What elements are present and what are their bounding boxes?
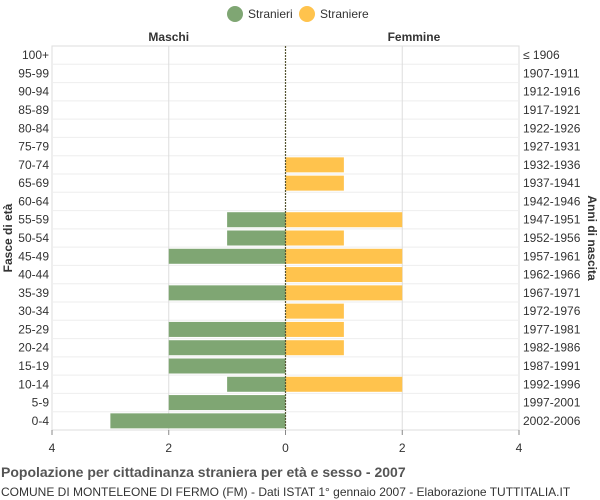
chart-title: Popolazione per cittadinanza straniera p… xyxy=(1,464,406,480)
birth-year-label: 2002-2006 xyxy=(523,414,581,428)
bar-straniere xyxy=(285,157,344,173)
age-group-label: 75-79 xyxy=(18,140,49,154)
age-group-label: 35-39 xyxy=(18,286,49,300)
birth-year-label: 1987-1991 xyxy=(523,359,581,373)
bar-straniere xyxy=(285,230,344,246)
legend-swatch-stranieri xyxy=(227,6,243,22)
birth-year-label: 1927-1931 xyxy=(523,140,581,154)
bar-stranieri xyxy=(168,248,286,264)
birth-year-label: 1992-1996 xyxy=(523,377,581,391)
age-group-label: 0-4 xyxy=(32,414,50,428)
birth-year-label: 1977-1981 xyxy=(523,322,581,336)
age-group-label: 55-59 xyxy=(18,213,49,227)
age-group-label: 90-94 xyxy=(18,85,49,99)
birth-year-label: 1957-1961 xyxy=(523,249,581,263)
birth-year-label: 1907-1911 xyxy=(523,66,580,80)
x-tick-label: 4 xyxy=(516,441,523,455)
age-group-label: 10-14 xyxy=(18,377,49,391)
age-group-label: 80-84 xyxy=(18,121,49,135)
legend-item-stranieri: Stranieri xyxy=(227,6,293,22)
bar-straniere xyxy=(285,267,403,283)
legend-label-stranieri: Stranieri xyxy=(248,7,293,21)
right-header-femmine: Femmine xyxy=(388,30,441,44)
left-header-maschi: Maschi xyxy=(148,30,189,44)
legend: Stranieri Straniere xyxy=(0,6,600,26)
bar-straniere xyxy=(285,212,403,228)
age-group-label: 50-54 xyxy=(18,231,49,245)
bar-stranieri xyxy=(168,395,286,411)
x-tick-label: 4 xyxy=(49,441,56,455)
age-group-label: 70-74 xyxy=(18,158,49,172)
bar-straniere xyxy=(285,321,344,337)
legend-label-straniere: Straniere xyxy=(320,7,369,21)
legend-item-straniere: Straniere xyxy=(299,6,369,22)
age-group-label: 100+ xyxy=(22,48,49,62)
y-axis-label-right: Anni di nascita xyxy=(585,195,599,281)
bar-stranieri xyxy=(168,358,286,374)
bar-stranieri xyxy=(168,340,286,356)
age-group-label: 60-64 xyxy=(18,194,49,208)
bar-straniere xyxy=(285,303,344,319)
birth-year-label: ≤ 1906 xyxy=(523,48,560,62)
bar-straniere xyxy=(285,248,403,264)
age-group-label: 30-34 xyxy=(18,304,49,318)
birth-year-label: 1962-1966 xyxy=(523,268,581,282)
birth-year-label: 1942-1946 xyxy=(523,194,581,208)
birth-year-label: 1917-1921 xyxy=(523,103,581,117)
bar-stranieri xyxy=(168,285,286,301)
age-group-label: 40-44 xyxy=(18,268,49,282)
bar-straniere xyxy=(285,175,344,191)
y-axis-label-left: Fasce di età xyxy=(1,203,15,272)
bar-straniere xyxy=(285,340,344,356)
bar-stranieri xyxy=(168,321,286,337)
bar-stranieri xyxy=(227,212,286,228)
birth-year-label: 1932-1936 xyxy=(523,158,581,172)
age-group-label: 45-49 xyxy=(18,249,49,263)
x-tick-label: 2 xyxy=(399,441,406,455)
birth-year-label: 1947-1951 xyxy=(523,213,581,227)
birth-year-label: 1967-1971 xyxy=(523,286,581,300)
age-group-label: 20-24 xyxy=(18,341,49,355)
chart-subtitle: COMUNE DI MONTELEONE DI FERMO (FM) - Dat… xyxy=(1,485,571,499)
bar-stranieri xyxy=(227,376,286,392)
birth-year-label: 1912-1916 xyxy=(523,85,581,99)
bar-straniere xyxy=(285,376,403,392)
bar-stranieri xyxy=(227,230,286,246)
birth-year-label: 1997-2001 xyxy=(523,396,581,410)
age-group-label: 95-99 xyxy=(18,66,49,80)
birth-year-label: 1952-1956 xyxy=(523,231,581,245)
age-group-label: 85-89 xyxy=(18,103,49,117)
birth-year-label: 1937-1941 xyxy=(523,176,581,190)
population-pyramid-chart: 4 2 0 2 4 Maschi Femmine 100+ ≤ 1906 95-99 1907-19… xyxy=(1,30,599,455)
bar-straniere xyxy=(285,285,403,301)
age-group-label: 65-69 xyxy=(18,176,49,190)
x-tick-label: 2 xyxy=(165,441,172,455)
age-group-label: 15-19 xyxy=(18,359,49,373)
bar-stranieri xyxy=(110,413,286,429)
age-group-label: 5-9 xyxy=(32,396,50,410)
legend-swatch-straniere xyxy=(299,6,315,22)
birth-year-label: 1922-1926 xyxy=(523,121,581,135)
birth-year-label: 1972-1976 xyxy=(523,304,581,318)
age-group-label: 25-29 xyxy=(18,322,49,336)
birth-year-label: 1982-1986 xyxy=(523,341,581,355)
x-tick-label: 0 xyxy=(282,441,289,455)
